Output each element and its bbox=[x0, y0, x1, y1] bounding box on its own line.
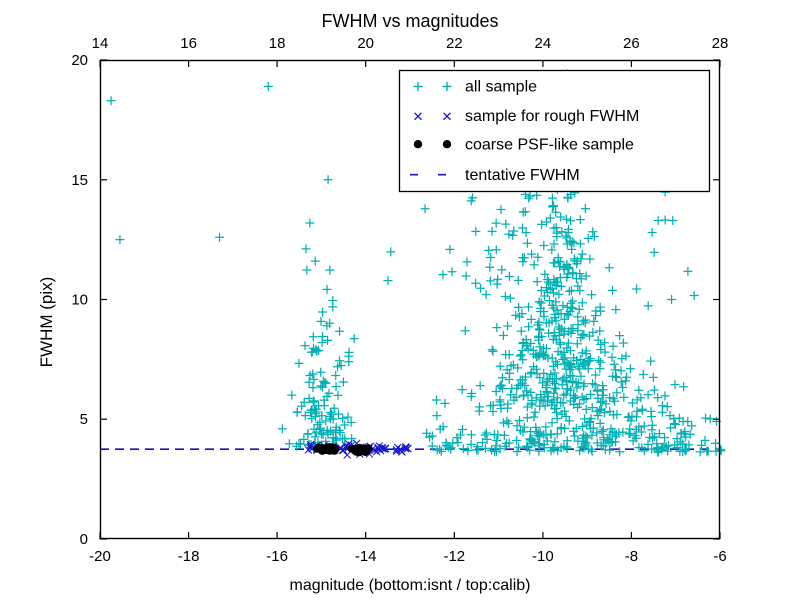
svg-text:-12: -12 bbox=[443, 548, 465, 565]
svg-text:20: 20 bbox=[357, 35, 374, 52]
svg-text:0: 0 bbox=[80, 531, 88, 548]
svg-text:18: 18 bbox=[269, 35, 286, 52]
svg-text:26: 26 bbox=[623, 35, 640, 52]
svg-text:10: 10 bbox=[71, 292, 88, 309]
svg-text:22: 22 bbox=[446, 35, 463, 52]
svg-text:16: 16 bbox=[180, 35, 197, 52]
svg-text:15: 15 bbox=[71, 172, 88, 189]
svg-text:-8: -8 bbox=[625, 548, 638, 565]
svg-text:-16: -16 bbox=[266, 548, 288, 565]
svg-text:-6: -6 bbox=[713, 548, 726, 565]
svg-text:FWHM vs magnitudes: FWHM vs magnitudes bbox=[321, 11, 498, 31]
svg-text:5: 5 bbox=[80, 411, 88, 428]
svg-text:coarse PSF-like sample: coarse PSF-like sample bbox=[465, 137, 634, 154]
svg-text:-10: -10 bbox=[532, 548, 554, 565]
svg-text:-14: -14 bbox=[355, 548, 377, 565]
svg-text:-18: -18 bbox=[178, 548, 200, 565]
svg-text:14: 14 bbox=[92, 35, 109, 52]
svg-text:20: 20 bbox=[71, 52, 88, 69]
svg-text:all sample: all sample bbox=[465, 79, 537, 96]
svg-text:sample for rough FWHM: sample for rough FWHM bbox=[465, 108, 639, 125]
svg-text:magnitude (bottom:isnt / top:c: magnitude (bottom:isnt / top:calib) bbox=[289, 577, 530, 594]
svg-text:24: 24 bbox=[535, 35, 552, 52]
svg-text:tentative FWHM: tentative FWHM bbox=[465, 167, 580, 184]
svg-text:-20: -20 bbox=[89, 548, 111, 565]
svg-text:FWHM (pix): FWHM (pix) bbox=[37, 277, 56, 368]
svg-text:28: 28 bbox=[712, 35, 729, 52]
